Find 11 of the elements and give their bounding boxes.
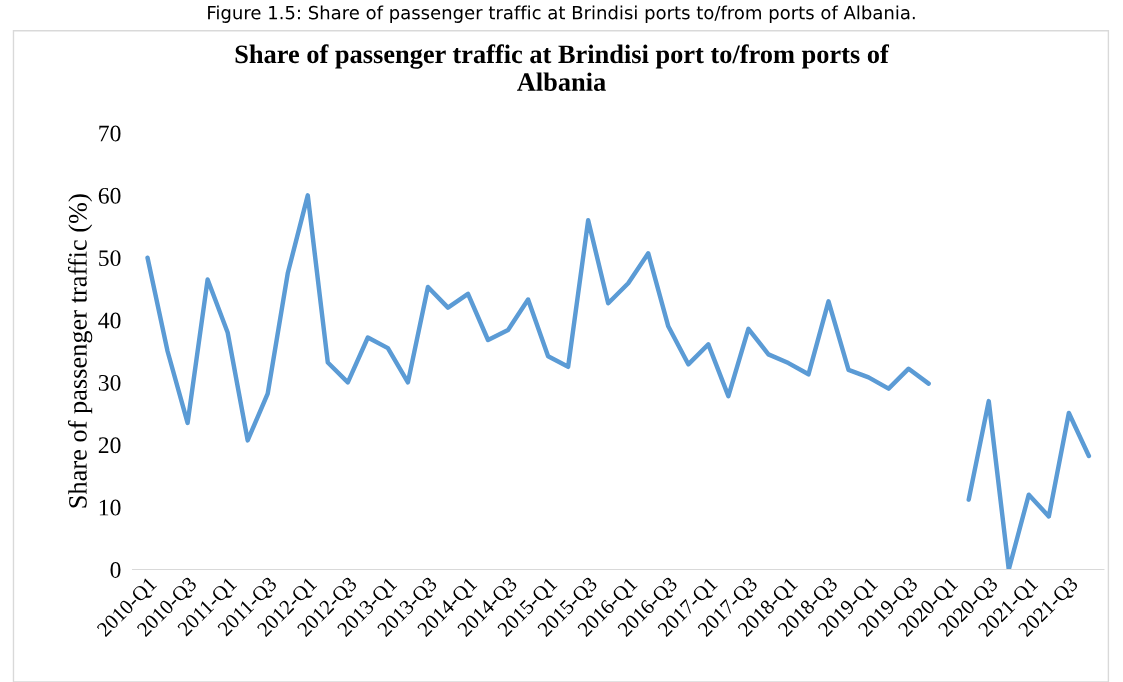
y-tick-label: 20 [98, 437, 121, 454]
y-tick-label: 10 [99, 499, 121, 516]
chart-title: Share of passenger traffic at Brindisi port to/from ports of Albania [235, 44, 890, 91]
caption: Figure 1.5: Share of passenger traffic at Brindisi ports to/from ports of Albania. [208, 5, 915, 23]
y-tick-label: 0 [110, 561, 121, 578]
y-tick-label: 60 [98, 187, 121, 204]
y-tick-label: 40 [98, 312, 121, 329]
y-tick-label: 30 [98, 374, 121, 391]
y-axis-title: Share of passenger traffic (%) [67, 194, 93, 508]
y-tick-label: 70 [99, 125, 121, 142]
y-tick-label: 50 [99, 250, 121, 267]
